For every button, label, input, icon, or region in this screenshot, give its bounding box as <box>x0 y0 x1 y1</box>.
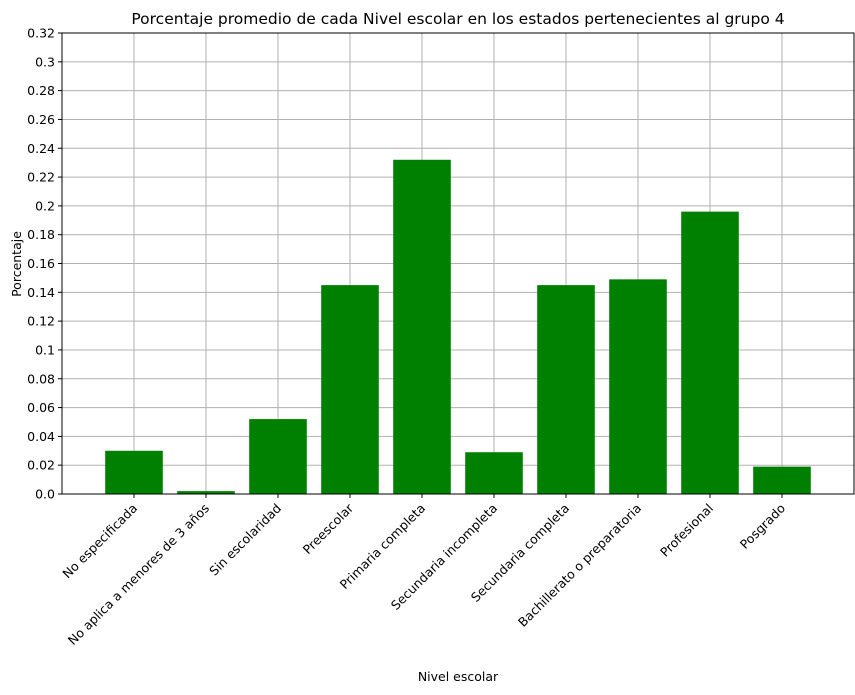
y-tick-label: 0.12 <box>27 314 55 329</box>
y-tick-label: 0.22 <box>27 170 55 185</box>
x-tick-label: No especificada <box>59 501 140 582</box>
x-tick-label: Bachillerato o preparatoria <box>515 501 644 630</box>
y-tick-label: 0.18 <box>27 227 55 242</box>
y-tick-label: 0.26 <box>27 112 55 127</box>
y-axis-ticks: 0.0 0.02 0.04 0.06 0.08 0.1 0.12 0.14 0.16 0.18 0.… <box>27 26 62 502</box>
bar <box>105 450 163 494</box>
y-tick-label: 0.2 <box>35 198 55 213</box>
y-tick-label: 0.02 <box>27 458 55 473</box>
bar <box>537 285 595 494</box>
y-tick-label: 0.24 <box>27 141 55 156</box>
bar <box>753 466 811 494</box>
bar <box>393 159 451 494</box>
y-axis-title: Porcentaje <box>9 231 24 297</box>
bar <box>465 452 523 494</box>
y-tick-label: 0.32 <box>27 26 55 41</box>
bar <box>321 285 379 494</box>
x-tick-label: Preescolar <box>300 500 357 557</box>
bars <box>105 159 811 494</box>
bar <box>609 279 667 494</box>
y-tick-label: 0.04 <box>27 429 55 444</box>
bar <box>177 491 235 494</box>
grid-lines <box>62 32 854 495</box>
chart-title: Porcentaje promedio de cada Nivel escola… <box>131 10 784 28</box>
y-tick-label: 0.0 <box>35 487 55 502</box>
y-tick-label: 0.06 <box>27 400 55 415</box>
x-tick-label: Profesional <box>657 501 716 560</box>
bar <box>681 211 739 494</box>
bar <box>249 419 307 494</box>
y-tick-label: 0.08 <box>27 371 55 386</box>
x-tick-label: Posgrado <box>737 501 788 552</box>
y-tick-label: 0.1 <box>35 342 55 357</box>
x-tick-label: Sin escolaridad <box>206 501 284 579</box>
y-tick-label: 0.16 <box>27 256 55 271</box>
x-tick-label: No aplica a menores de 3 años <box>65 501 212 648</box>
x-axis-title: Nivel escolar <box>418 669 499 684</box>
y-tick-label: 0.14 <box>27 285 55 300</box>
y-tick-label: 0.3 <box>35 54 55 69</box>
y-tick-label: 0.28 <box>27 83 55 98</box>
